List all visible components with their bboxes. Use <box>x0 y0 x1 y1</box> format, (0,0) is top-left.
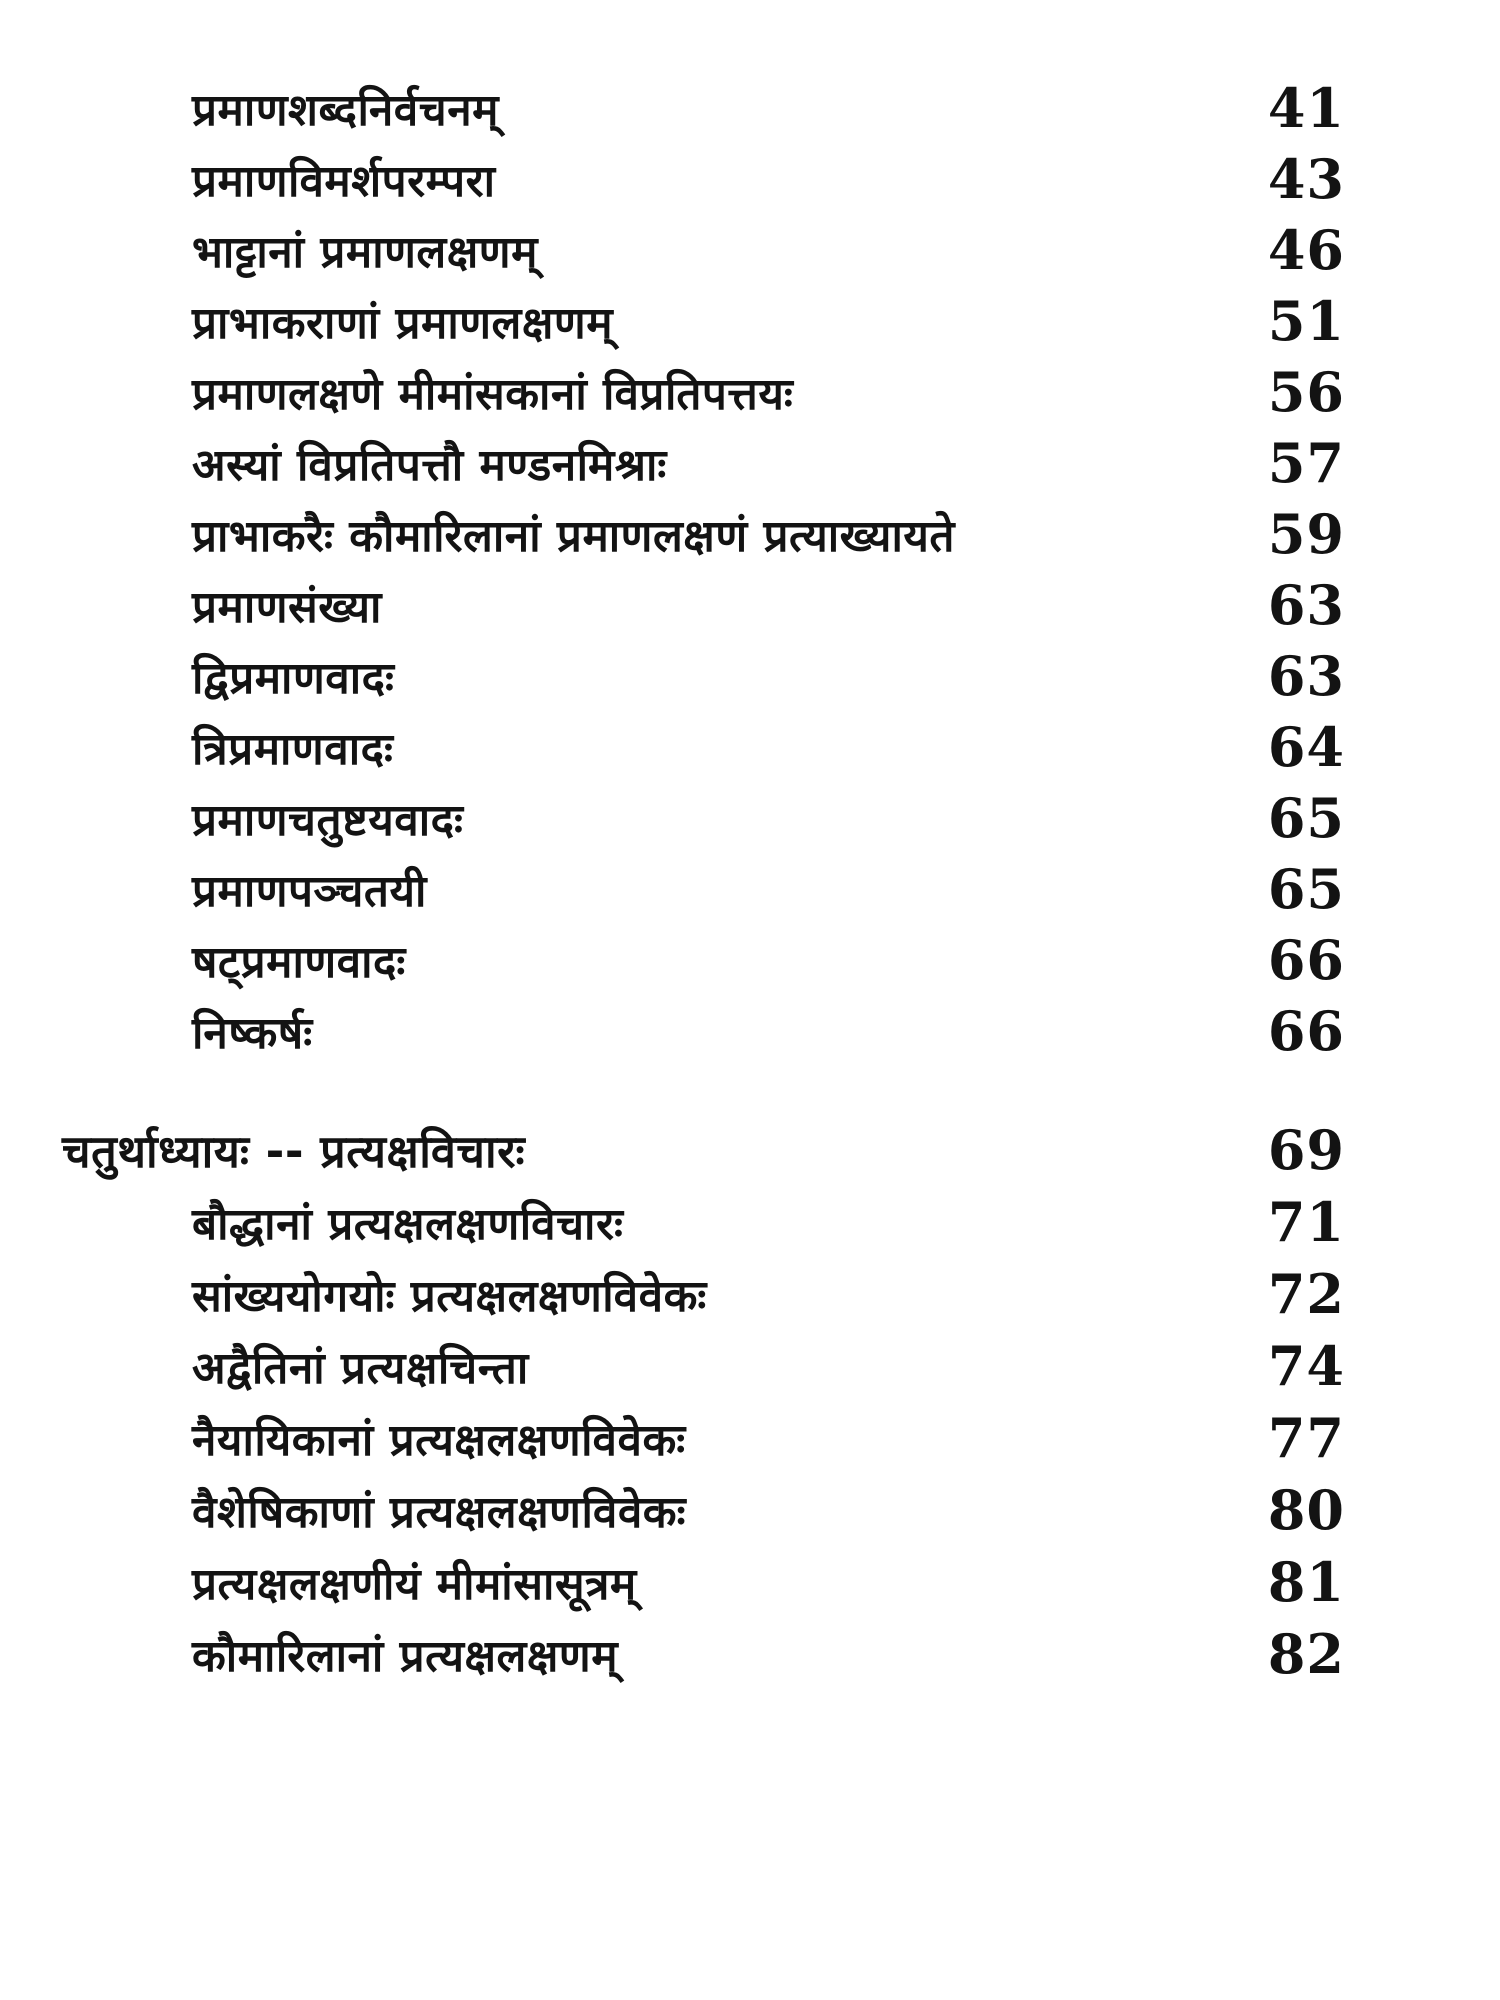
toc-entry-title: अस्यां विप्रतिपत्तौ मण्डनमिश्राः <box>192 439 667 491</box>
toc-entry-page-number: 59 <box>1267 501 1345 566</box>
toc-row: कौमारिलानां प्रत्यक्षलक्षणम् 82 <box>0 1618 1500 1690</box>
toc-entry-title: नैयायिकानां प्रत्यक्षलक्षणविवेकः <box>192 1415 686 1466</box>
toc-entry-page-number: 80 <box>1267 1478 1345 1542</box>
toc-entry-page-number: 71 <box>1267 1190 1345 1254</box>
toc-row: षट्प्रमाणवादः 66 <box>0 924 1500 995</box>
toc-entry-title: द्विप्रमाणवादः <box>192 652 395 704</box>
toc-section-pratyaksha: बौद्धानां प्रत्यक्षलक्षणविचारः 71 सांख्य… <box>0 1186 1500 1690</box>
toc-entry-title: प्राभाकरैः कौमारिलानां प्रमाणलक्षणं प्रत… <box>192 510 955 562</box>
toc-entry-title: प्रत्यक्षलक्षणीयं मीमांसासूत्रम् <box>192 1559 637 1610</box>
toc-entry-page-number: 66 <box>1267 927 1345 992</box>
toc-entry-title: प्रमाणविमर्शपरम्परा <box>192 155 496 207</box>
toc-entry-title: प्राभाकराणां प्रमाणलक्षणम् <box>192 297 614 349</box>
toc-entry-page-number: 56 <box>1267 359 1345 424</box>
toc-entry-page-number: 51 <box>1267 288 1345 353</box>
toc-row: प्रमाणविमर्शपरम्परा 43 <box>0 143 1500 214</box>
toc-entry-page-number: 65 <box>1267 856 1345 921</box>
toc-row: द्विप्रमाणवादः 63 <box>0 640 1500 711</box>
chapter-heading-title: चतुर्थाध्यायः -- प्रत्यक्षविचारः <box>62 1124 526 1178</box>
toc-entry-page-number: 43 <box>1267 146 1345 211</box>
toc-row: निष्कर्षः 66 <box>0 995 1500 1066</box>
toc-entry-title: प्रमाणपञ्चतयी <box>192 865 427 917</box>
toc-row: प्रमाणलक्षणे मीमांसकानां विप्रतिपत्तयः 5… <box>0 356 1500 427</box>
toc-entry-page-number: 65 <box>1267 785 1345 850</box>
toc-entry-page-number: 63 <box>1267 643 1345 708</box>
toc-row: त्रिप्रमाणवादः 64 <box>0 711 1500 782</box>
toc-row: अस्यां विप्रतिपत्तौ मण्डनमिश्राः 57 <box>0 427 1500 498</box>
toc-entry-title: अद्वैतिनां प्रत्यक्षचिन्ता <box>192 1343 529 1394</box>
toc-row: प्राभाकराणां प्रमाणलक्षणम् 51 <box>0 285 1500 356</box>
toc-entry-page-number: 66 <box>1267 998 1345 1063</box>
toc-entry-title: प्रमाणलक्षणे मीमांसकानां विप्रतिपत्तयः <box>192 368 794 420</box>
toc-entry-title: त्रिप्रमाणवादः <box>192 723 394 775</box>
toc-entry-title: बौद्धानां प्रत्यक्षलक्षणविचारः <box>192 1199 624 1250</box>
toc-row: वैशेषिकाणां प्रत्यक्षलक्षणविवेकः 80 <box>0 1474 1500 1546</box>
toc-entry-title: कौमारिलानां प्रत्यक्षलक्षणम् <box>192 1631 619 1682</box>
toc-entry-page-number: 72 <box>1267 1262 1345 1326</box>
toc-row: भाट्टानां प्रमाणलक्षणम् 46 <box>0 214 1500 285</box>
toc-entry-title: प्रमाणचतुष्टयवादः <box>192 794 464 846</box>
table-of-contents: प्रमाणशब्दनिर्वचनम् 41 प्रमाणविमर्शपरम्प… <box>0 72 1500 1690</box>
toc-entry-title: प्रमाणसंख्या <box>192 581 382 633</box>
toc-entry-title: भाट्टानां प्रमाणलक्षणम् <box>192 226 538 278</box>
toc-entry-page-number: 46 <box>1267 217 1345 282</box>
toc-row: प्रमाणचतुष्टयवादः 65 <box>0 782 1500 853</box>
toc-entry-page-number: 77 <box>1267 1406 1345 1470</box>
toc-row: प्रमाणशब्दनिर्वचनम् 41 <box>0 72 1500 143</box>
toc-entry-page-number: 82 <box>1267 1622 1345 1686</box>
toc-row: अद्वैतिनां प्रत्यक्षचिन्ता 74 <box>0 1330 1500 1402</box>
toc-section-pramana: प्रमाणशब्दनिर्वचनम् 41 प्रमाणविमर्शपरम्प… <box>0 72 1500 1066</box>
toc-entry-page-number: 63 <box>1267 572 1345 637</box>
chapter-heading-page-number: 69 <box>1267 1118 1345 1182</box>
toc-entry-page-number: 64 <box>1267 714 1345 779</box>
toc-entry-page-number: 74 <box>1267 1334 1345 1398</box>
toc-row: प्रत्यक्षलक्षणीयं मीमांसासूत्रम् 81 <box>0 1546 1500 1618</box>
toc-row: प्रमाणपञ्चतयी 65 <box>0 853 1500 924</box>
toc-entry-title: षट्प्रमाणवादः <box>192 936 406 988</box>
toc-row: प्रमाणसंख्या 63 <box>0 569 1500 640</box>
toc-entry-page-number: 57 <box>1267 430 1345 495</box>
toc-row: प्राभाकरैः कौमारिलानां प्रमाणलक्षणं प्रत… <box>0 498 1500 569</box>
chapter-heading-row: चतुर्थाध्यायः -- प्रत्यक्षविचारः 69 <box>0 1114 1500 1186</box>
toc-entry-title: सांख्ययोगयोः प्रत्यक्षलक्षणविवेकः <box>192 1271 707 1322</box>
toc-row: नैयायिकानां प्रत्यक्षलक्षणविवेकः 77 <box>0 1402 1500 1474</box>
toc-row: बौद्धानां प्रत्यक्षलक्षणविचारः 71 <box>0 1186 1500 1258</box>
toc-entry-page-number: 81 <box>1267 1550 1345 1614</box>
toc-entry-title: वैशेषिकाणां प्रत्यक्षलक्षणविवेकः <box>192 1487 686 1538</box>
toc-row: सांख्ययोगयोः प्रत्यक्षलक्षणविवेकः 72 <box>0 1258 1500 1330</box>
toc-entry-title: निष्कर्षः <box>192 1007 313 1059</box>
toc-entry-title: प्रमाणशब्दनिर्वचनम् <box>192 84 499 136</box>
toc-entry-page-number: 41 <box>1267 75 1345 140</box>
